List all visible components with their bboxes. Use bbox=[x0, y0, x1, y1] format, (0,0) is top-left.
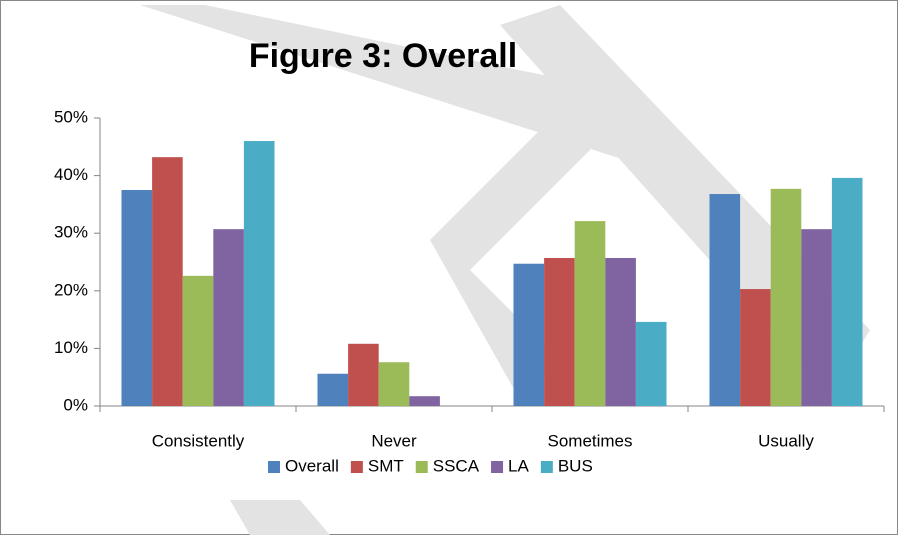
bar bbox=[513, 263, 545, 406]
y-tick-label: 10% bbox=[54, 338, 88, 357]
chart-title: Figure 3: Overall bbox=[249, 37, 517, 75]
bar bbox=[152, 157, 183, 406]
y-tick-label: 0% bbox=[63, 395, 88, 414]
legend-label: Overall bbox=[285, 456, 339, 475]
y-tick-label: 30% bbox=[54, 223, 88, 242]
bar bbox=[605, 257, 636, 406]
bar bbox=[544, 257, 575, 406]
legend-swatch bbox=[540, 461, 553, 473]
bar bbox=[801, 229, 832, 406]
legend-label: SSCA bbox=[433, 456, 480, 475]
bar bbox=[409, 396, 440, 406]
bar bbox=[770, 188, 802, 406]
legend-swatch bbox=[415, 461, 428, 473]
bar bbox=[635, 321, 667, 406]
x-tick-label: Sometimes bbox=[547, 431, 632, 450]
bar bbox=[121, 190, 153, 406]
bar bbox=[317, 373, 349, 406]
bar bbox=[243, 141, 275, 407]
x-tick-label: Never bbox=[371, 431, 417, 450]
legend-swatch bbox=[268, 461, 280, 473]
legend-swatch bbox=[491, 461, 504, 473]
bar bbox=[831, 177, 863, 406]
y-tick-label: 20% bbox=[54, 280, 88, 299]
legend-swatch bbox=[350, 461, 363, 473]
bar bbox=[709, 194, 741, 406]
x-tick-label: Usually bbox=[758, 431, 814, 450]
legend-label: SMT bbox=[368, 456, 404, 475]
legend-label: BUS bbox=[558, 456, 593, 475]
bar bbox=[378, 362, 410, 406]
bar bbox=[213, 229, 244, 406]
y-tick-label: 50% bbox=[54, 107, 88, 126]
bar bbox=[348, 343, 379, 406]
bar bbox=[574, 221, 606, 406]
y-tick-label: 40% bbox=[54, 165, 88, 184]
x-tick-label: Consistently bbox=[152, 431, 245, 450]
bar bbox=[740, 289, 771, 406]
bar bbox=[182, 275, 214, 406]
legend-label: LA bbox=[508, 456, 529, 475]
